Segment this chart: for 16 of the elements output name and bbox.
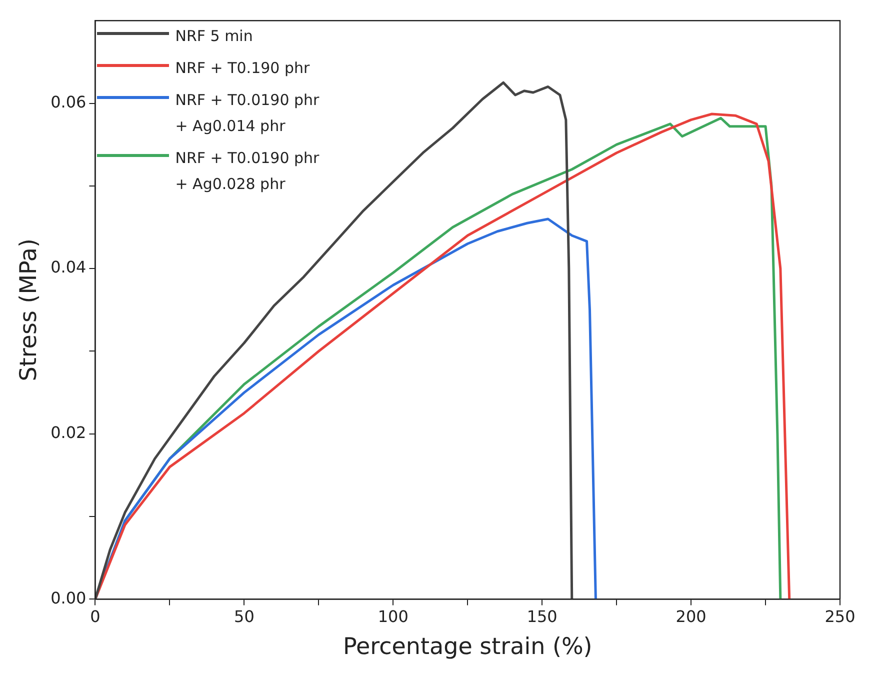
x-tick-label: 50	[234, 606, 254, 626]
text: 0.00	[50, 588, 86, 608]
legend-label: NRF + T0.0190 phr + Ag0.028 phr	[175, 148, 320, 195]
y-tick-label: 0.06	[50, 92, 86, 112]
y-axis-title: Stress (MPa)	[16, 238, 42, 382]
x-tick-label: 0	[90, 606, 100, 626]
x-tick-label: 150	[526, 606, 558, 626]
x-axis-title: Percentage strain (%)	[342, 634, 592, 660]
legend-label: NRF + T0.190 phr	[175, 58, 310, 79]
y-tick-label: 0.04	[50, 258, 86, 277]
x-tick-label: 100	[378, 606, 408, 626]
y-tick-label: 0.02	[50, 423, 86, 442]
legend-label: NRF 5 min	[175, 26, 253, 47]
x-tick-label: 200	[676, 606, 706, 626]
x-tick-label: 250	[824, 606, 856, 626]
legend-label: NRF + T0.0190 phr + Ag0.014 phr	[175, 90, 320, 137]
